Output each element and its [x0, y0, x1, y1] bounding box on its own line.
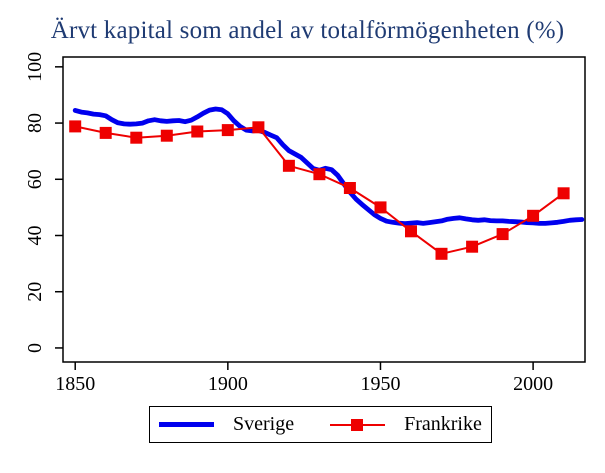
chart-title: Ärvt kapital som andel av totalförmögenh… — [50, 17, 565, 44]
y-tick-label: 0 — [24, 343, 46, 353]
sverige-line-swatch-icon — [159, 422, 214, 427]
marker-frankrike — [557, 187, 570, 200]
marker-frankrike — [496, 228, 509, 241]
legend-label-sverige: Sverige — [233, 413, 295, 435]
marker-frankrike — [435, 247, 448, 260]
marker-frankrike — [466, 240, 479, 253]
marker-frankrike — [130, 131, 143, 144]
y-tick-label: 80 — [24, 113, 46, 133]
plot-border — [62, 56, 586, 363]
x-tick-label: 1900 — [208, 373, 248, 395]
marker-frankrike — [374, 201, 387, 214]
marker-frankrike — [99, 126, 112, 139]
x-tick-label: 2000 — [513, 373, 553, 395]
marker-frankrike — [405, 225, 417, 238]
marker-frankrike — [221, 124, 234, 137]
y-tick-label: 20 — [24, 282, 46, 302]
series-line-sverige — [72, 106, 585, 227]
marker-frankrike — [282, 159, 295, 172]
marker-frankrike — [343, 182, 356, 194]
marker-frankrike — [191, 125, 204, 138]
plot-area: 0 20 40 60 80 100 1850 1900 1950 2000 — [24, 52, 586, 395]
marker-frankrike — [252, 121, 265, 134]
frankrike-square-marker-icon — [351, 418, 364, 431]
x-tick-label: 1950 — [360, 373, 400, 395]
y-tick-label: 60 — [24, 169, 46, 189]
marker-frankrike — [160, 129, 173, 142]
legend-box: Sverige Frankrike — [149, 406, 492, 443]
marker-frankrike — [69, 120, 82, 133]
y-tick-label: 100 — [24, 52, 46, 82]
x-tick-label: 1850 — [55, 373, 95, 395]
marker-frankrike — [313, 168, 326, 181]
series-line-frankrike — [74, 125, 565, 255]
frankrike-line-swatch-icon — [330, 418, 386, 431]
legend-label-frankrike: Frankrike — [404, 413, 482, 435]
marker-frankrike — [527, 209, 540, 222]
y-tick-label: 40 — [24, 226, 46, 246]
